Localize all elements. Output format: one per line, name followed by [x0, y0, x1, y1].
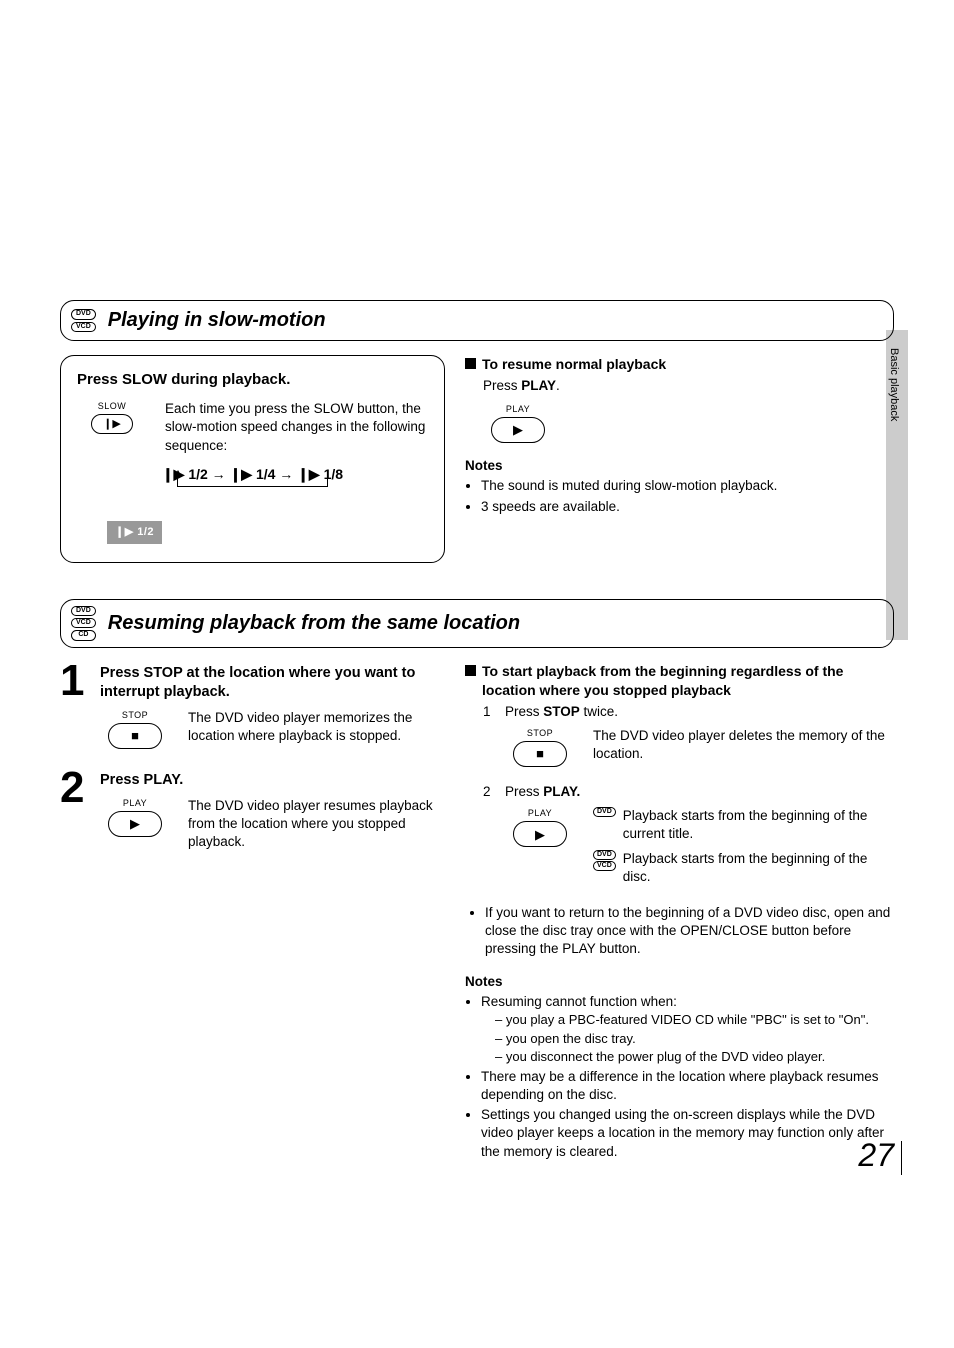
play-glyph: ▶	[535, 826, 545, 844]
resume-dash-item: you disconnect the power plug of the DVD…	[495, 1048, 894, 1066]
resume-normal-title: To resume normal playback	[482, 355, 666, 374]
stop-btn-col-2: STOP ■	[505, 727, 575, 767]
slow-notes-list: The sound is muted during slow-motion pl…	[465, 477, 894, 515]
badge-vcd: VCD	[71, 322, 96, 332]
resume-dash-item: you play a PBC-featured VIDEO CD while "…	[495, 1011, 894, 1029]
start-beginning-head: To start playback from the beginning reg…	[465, 662, 894, 700]
sb-extra-bullet-item: If you want to return to the beginning o…	[485, 904, 894, 959]
resume-cols: 1 Press STOP at the location where you w…	[60, 662, 894, 1163]
resume-note-lead: Resuming cannot function when: you play …	[481, 993, 894, 1066]
sb-step-2: 2 Press PLAY. PLAY ▶	[483, 783, 894, 896]
section-slow-title: DVD VCD Playing in slow-motion	[60, 300, 894, 341]
disc-badges: DVD VCD	[71, 309, 96, 332]
start-beginning-title: To start playback from the beginning reg…	[482, 662, 894, 700]
stop-button-icon: ■	[108, 723, 162, 749]
resume-note-item: Settings you changed using the on-screen…	[481, 1106, 894, 1161]
badge-dvd: DVD	[71, 606, 96, 616]
slow-note-item: The sound is muted during slow-motion pl…	[481, 477, 894, 495]
step-1-desc: The DVD video player memorizes the locat…	[188, 709, 445, 745]
step-2-num: 2	[60, 769, 94, 861]
stop-button-label: STOP	[100, 709, 170, 721]
sb-dvdvcd-desc: Playback starts from the beginning of th…	[623, 850, 894, 886]
manual-page: Basic playback DVD VCD Playing in slow-m…	[0, 0, 954, 1203]
resume-normal-body: Press PLAY.	[483, 377, 894, 395]
play-btn-col-3: PLAY ▶	[505, 807, 575, 847]
slow-right: To resume normal playback Press PLAY. PL…	[465, 355, 894, 518]
square-icon	[465, 358, 476, 369]
slow-button-col: SLOW ❙▶	[77, 400, 147, 434]
stop-glyph: ■	[131, 727, 139, 745]
play-button-label: PLAY	[505, 807, 575, 819]
step-2: 2 Press PLAY. PLAY ▶ The DVD video playe…	[60, 769, 445, 861]
slow-button-label: SLOW	[77, 400, 147, 412]
step-2-title: Press PLAY.	[100, 771, 445, 791]
resume-notes: Resuming cannot function when: you play …	[465, 993, 894, 1161]
side-tab: Basic playback	[883, 340, 904, 429]
section-resume-title: DVD VCD CD Resuming playback from the sa…	[60, 599, 894, 648]
slow-note-item: 3 speeds are available.	[481, 498, 894, 516]
stop-button-label: STOP	[505, 727, 575, 739]
resume-right: To start playback from the beginning reg…	[465, 662, 894, 1163]
play-button-label: PLAY	[483, 403, 553, 415]
section-resume-heading: Resuming playback from the same location	[108, 610, 520, 637]
inline-badge-dvd-vcd: DVD VCD	[593, 850, 616, 871]
play-btn-col: PLAY ▶	[483, 403, 553, 443]
page-number: 27	[858, 1134, 894, 1177]
speed-sequence: ❙▶ 1/2 → ❙▶ 1/4 → ❙▶ 1/8	[77, 465, 428, 487]
slow-button-icon: ❙▶	[91, 414, 133, 434]
side-tab-label: Basic playback	[883, 340, 904, 429]
resume-normal-head: To resume normal playback	[465, 355, 894, 374]
step-1-num: 1	[60, 662, 94, 759]
badge-cd: CD	[71, 630, 96, 640]
sb-dvd-desc: Playback starts from the beginning of th…	[623, 807, 894, 843]
badge-dvd: DVD	[71, 309, 96, 319]
resume-notes-title: Notes	[465, 973, 894, 991]
inline-badge-dvd: DVD	[593, 807, 616, 817]
slow-osd-badge: ❙▶ 1/2	[107, 521, 162, 544]
play-button-icon: ▶	[108, 811, 162, 837]
sb-step-1-desc: The DVD video player deletes the memory …	[593, 727, 894, 763]
disc-badges-2: DVD VCD CD	[71, 606, 96, 641]
start-beginning-steps: 1 Press STOP twice. STOP ■	[483, 703, 894, 896]
speed-sequence-text: ❙▶ 1/2 → ❙▶ 1/4 → ❙▶ 1/8	[162, 466, 343, 482]
square-icon	[465, 665, 476, 676]
slow-cols: Press SLOW during playback. SLOW ❙▶ Each…	[60, 355, 894, 563]
play-glyph: ▶	[130, 815, 140, 833]
page-number-bar	[901, 1141, 902, 1175]
step-1-title: Press STOP at the location where you wan…	[100, 664, 445, 703]
stop-glyph: ■	[536, 745, 544, 763]
resume-note-item: There may be a difference in the locatio…	[481, 1068, 894, 1104]
slow-glyph: ❙▶	[103, 417, 121, 432]
resume-dashes: you play a PBC-featured VIDEO CD while "…	[481, 1011, 894, 1066]
sb-step-1: 1 Press STOP twice. STOP ■	[483, 703, 894, 777]
step-2-desc: The DVD video player resumes playback fr…	[188, 797, 445, 852]
play-button-label: PLAY	[100, 797, 170, 809]
play-button-icon: ▶	[513, 821, 567, 847]
stop-button-icon: ■	[513, 741, 567, 767]
resume-dash-item: you open the disc tray.	[495, 1030, 894, 1048]
play-button-icon: ▶	[491, 417, 545, 443]
play-glyph: ▶	[513, 421, 523, 439]
slow-panel: Press SLOW during playback. SLOW ❙▶ Each…	[60, 355, 445, 563]
stop-btn-col: STOP ■	[100, 709, 170, 749]
slow-desc: Each time you press the SLOW button, the…	[165, 400, 428, 455]
play-btn-col-2: PLAY ▶	[100, 797, 170, 837]
sb-extra-bullet: If you want to return to the beginning o…	[469, 904, 894, 959]
section-slow-heading: Playing in slow-motion	[108, 307, 326, 334]
slow-panel-title: Press SLOW during playback.	[77, 370, 428, 390]
badge-vcd: VCD	[71, 618, 96, 628]
step-1: 1 Press STOP at the location where you w…	[60, 662, 445, 759]
slow-notes-title: Notes	[465, 457, 894, 475]
